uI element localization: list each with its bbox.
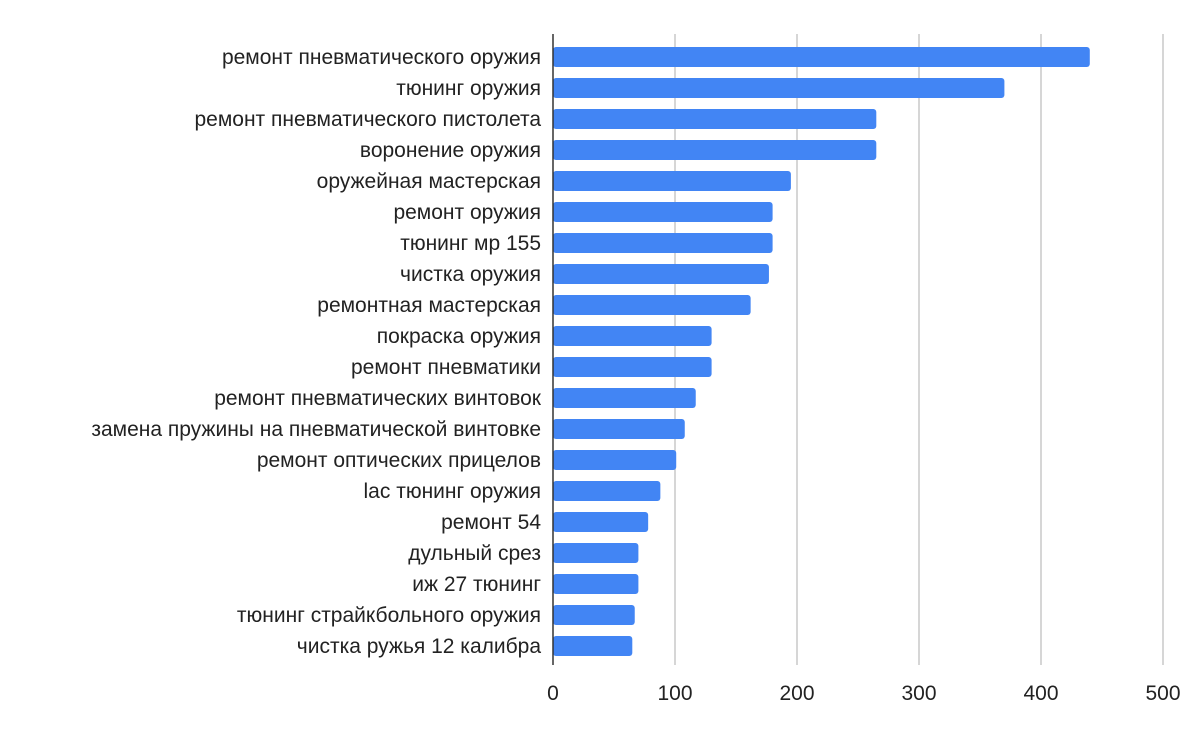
category-label: замена пружины на пневматической винтовк… [91,418,541,441]
bar [553,450,677,470]
category-label: ремонтная мастерская [317,294,541,317]
category-label: воронение оружия [360,139,541,162]
category-labels: ремонт пневматического оружия тюнинг оруж… [91,46,541,658]
bar [553,264,769,284]
category-label: ремонт 54 [441,511,541,534]
bar [553,109,877,129]
x-tick-label: 100 [657,682,692,705]
x-tick-label: 200 [779,682,814,705]
category-label: ремонт оружия [393,201,541,224]
gridlines [674,34,1164,665]
x-tick-label: 300 [901,682,936,705]
bar [553,512,649,532]
bar [553,357,712,377]
bar [553,202,773,222]
category-label: дульный срез [408,542,541,565]
bars [553,47,1090,656]
category-label: оружейная мастерская [317,170,541,193]
category-label: ремонт пневматического пистолета [194,108,541,131]
bar [553,636,633,656]
bar [553,543,639,563]
bar [553,233,773,253]
category-label: покраска оружия [377,325,541,348]
x-tick-label: 0 [547,682,559,705]
category-label: тюнинг страйкбольного оружия [237,604,541,627]
bar [553,47,1090,67]
category-label: иж 27 тюнинг [412,573,541,596]
category-label: lac тюнинг оружия [364,480,541,503]
bar [553,574,639,594]
bar [553,140,877,160]
category-label: чистка ружья 12 калибра [297,635,542,658]
category-label: ремонт пневматического оружия [222,46,541,69]
category-label: чистка оружия [400,263,541,286]
category-label: тюнинг оружия [396,77,541,100]
x-tick-label: 500 [1145,682,1180,705]
bar [553,388,696,408]
bar [553,605,635,625]
x-tick-labels: 0 100 200 300 400 500 [547,682,1180,705]
bar [553,326,712,346]
category-label: ремонт оптических прицелов [257,449,541,472]
category-label: ремонт пневматики [351,356,541,379]
bar [553,78,1005,98]
bar [553,481,661,501]
x-tick-label: 400 [1023,682,1058,705]
bar [553,171,791,191]
bar [553,419,685,439]
category-label: тюнинг мр 155 [400,232,541,255]
bar [553,295,751,315]
category-label: ремонт пневматических винтовок [214,387,542,410]
